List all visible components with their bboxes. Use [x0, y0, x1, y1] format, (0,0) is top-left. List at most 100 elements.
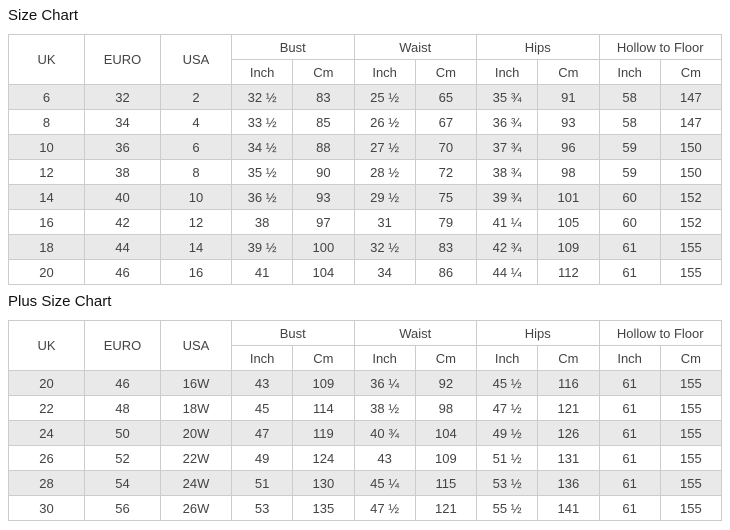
table-cell: 61: [598, 370, 661, 396]
table-cell: 155: [659, 445, 723, 471]
table-cell: 26: [8, 445, 85, 471]
unit-header-cell: Inch: [475, 345, 539, 371]
table-cell: 14: [8, 184, 85, 210]
table-cell: 119: [292, 420, 355, 446]
table-cell: 61: [598, 445, 661, 471]
table-cell: 38: [84, 159, 161, 185]
table-cell: 36: [84, 134, 161, 160]
table-cell: 46: [84, 259, 161, 285]
table-cell: 141: [537, 495, 600, 521]
table-cell: 155: [659, 395, 723, 421]
table-cell: 91: [537, 84, 600, 110]
table-cell: 61: [598, 234, 661, 260]
table-cell: 104: [414, 420, 478, 446]
table-cell: 83: [292, 84, 355, 110]
unit-header-cell: Cm: [659, 59, 723, 85]
column-header-cell: EURO: [84, 320, 161, 371]
table-cell: 121: [414, 495, 478, 521]
unit-header-cell: Cm: [537, 345, 600, 371]
table-cell: 116: [537, 370, 600, 396]
table-cell: 56: [84, 495, 161, 521]
table-cell: 131: [537, 445, 600, 471]
unit-header-cell: Inch: [598, 59, 661, 85]
table-cell: 155: [659, 370, 723, 396]
unit-header-cell: Inch: [230, 59, 294, 85]
table-cell: 65: [414, 84, 478, 110]
table-row: 16 42 12 38 97 31 79 41 ¼ 105 60 152: [8, 209, 723, 235]
table-cell: 20: [8, 370, 85, 396]
table-cell: 150: [659, 159, 723, 185]
table-cell: 40: [84, 184, 161, 210]
table-cell: 24: [8, 420, 85, 446]
table-cell: 58: [598, 84, 661, 110]
table-cell: 61: [598, 259, 661, 285]
table-cell: 35 ½: [230, 159, 294, 185]
table-cell: 114: [292, 395, 355, 421]
header-row-groups: UK EURO USA Bust Waist Hips Hollow to Floor: [8, 320, 722, 371]
table-cell: 26W: [160, 495, 232, 521]
unit-header-cell: Cm: [659, 345, 723, 371]
table-cell: 49 ½: [475, 420, 539, 446]
table-cell: 32 ½: [230, 84, 294, 110]
table-cell: 98: [537, 159, 600, 185]
unit-header-cell: Cm: [292, 59, 355, 85]
table-cell: 32: [84, 84, 161, 110]
table-cell: 41 ¼: [475, 209, 539, 235]
group-header-cell: Waist: [353, 320, 477, 346]
table-cell: 34: [353, 259, 416, 285]
table-cell: 44 ¼: [475, 259, 539, 285]
table-cell: 54: [84, 470, 161, 496]
group-header-cell: Hips: [476, 34, 600, 60]
table-cell: 109: [414, 445, 478, 471]
table-cell: 70: [414, 134, 478, 160]
table-cell: 36 ¾: [475, 109, 539, 135]
table-cell: 59: [598, 159, 661, 185]
table-cell: 61: [598, 470, 661, 496]
table-row: 14 40 10 36 ½ 93 29 ½ 75 39 ¾ 101 60 152: [8, 184, 723, 210]
table-row: 8 34 4 33 ½ 85 26 ½ 67 36 ¾ 93 58 147: [8, 109, 723, 135]
size-chart-section: Size Chart UK EURO USA Bust Waist Hips Hollow …: [8, 6, 723, 285]
table-cell: 4: [160, 109, 232, 135]
table-cell: 47: [230, 420, 294, 446]
table-cell: 43: [230, 370, 294, 396]
table-cell: 25 ½: [353, 84, 416, 110]
table-cell: 98: [414, 395, 478, 421]
table-cell: 45 ½: [475, 370, 539, 396]
header-row-groups: UK EURO USA Bust Waist Hips Hollow to Floor: [8, 34, 722, 85]
table-cell: 22W: [160, 445, 232, 471]
table-cell: 53: [230, 495, 294, 521]
table-cell: 86: [414, 259, 478, 285]
column-header-cell: USA: [160, 34, 232, 85]
table-row: 24 50 20W 47 119 40 ¾ 104 49 ½ 126 61 155: [8, 420, 723, 446]
table-cell: 32 ½: [353, 234, 416, 260]
unit-header-cell: Cm: [537, 59, 600, 85]
table-cell: 115: [414, 470, 478, 496]
table-cell: 26 ½: [353, 109, 416, 135]
table-cell: 61: [598, 395, 661, 421]
table-cell: 44: [84, 234, 161, 260]
table-cell: 42: [84, 209, 161, 235]
unit-header-cell: Inch: [353, 345, 416, 371]
table-cell: 24W: [160, 470, 232, 496]
column-header-cell: UK: [8, 320, 85, 371]
table-cell: 46: [84, 370, 161, 396]
plus-size-chart-table: UK EURO USA Bust Waist Hips Hollow to Floor Inc…: [8, 320, 723, 521]
table-cell: 30: [8, 495, 85, 521]
plus-size-chart-title: Plus Size Chart: [8, 293, 112, 310]
table-cell: 61: [598, 495, 661, 521]
table-cell: 109: [292, 370, 355, 396]
table-cell: 152: [659, 184, 723, 210]
table-row: 28 54 24W 51 130 45 ¼ 115 53 ½ 136 61 155: [8, 470, 723, 496]
table-cell: 67: [414, 109, 478, 135]
table-cell: 61: [598, 420, 661, 446]
table-cell: 29 ½: [353, 184, 416, 210]
table-cell: 6: [160, 134, 232, 160]
table-cell: 37 ¾: [475, 134, 539, 160]
table-cell: 72: [414, 159, 478, 185]
table-cell: 18W: [160, 395, 232, 421]
table-row: 26 52 22W 49 124 43 109 51 ½ 131 61 155: [8, 445, 723, 471]
table-cell: 33 ½: [230, 109, 294, 135]
table-cell: 6: [8, 84, 85, 110]
table-cell: 18: [8, 234, 85, 260]
table-cell: 79: [414, 209, 478, 235]
